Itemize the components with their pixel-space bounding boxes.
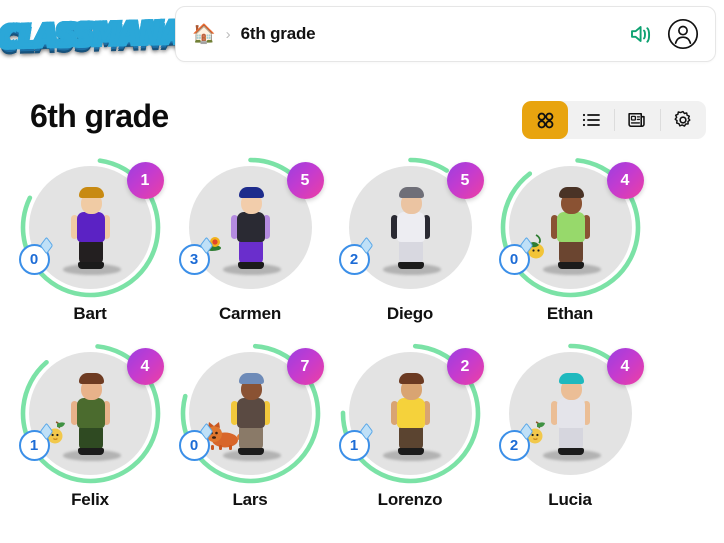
user-avatar-icon[interactable] [667,18,699,50]
progress-ring [500,157,640,298]
student-card[interactable]: 4 0 Ethan [490,157,650,324]
student-card[interactable]: 2 1 Lorenzo [330,343,490,510]
page-header: 6th grade [0,96,724,148]
student-name: Ethan [546,304,594,323]
student-name: Lorenzo [377,490,443,509]
app-logo-text: CLASSMANA CLASSMANA [0,15,183,55]
level-badge: 4 [606,348,644,385]
newspaper-icon [628,112,645,128]
student-card[interactable]: 4 2 Lucia [490,343,650,510]
breadcrumb-bar: 🏠 › 6th grade [175,6,716,62]
student-card[interactable]: 5 2 Diego [330,157,490,324]
level-badge: 4 [126,348,164,385]
avatar [28,166,152,289]
student-name: Diego [386,304,434,323]
tab-list-view[interactable] [568,101,614,139]
progress-ring [20,157,160,298]
progress-ring [20,343,160,484]
progress-ring [180,343,320,484]
level-badge: 5 [446,162,484,199]
gem-count-badge: 1 [338,430,370,461]
student-name: Carmen [218,304,282,323]
student-card[interactable]: 4 1 Felix [10,343,170,510]
breadcrumb-separator: › [225,25,231,43]
avatar [508,352,632,475]
progress-ring [340,157,480,298]
app-logo-outline: CLASSMANA [0,15,183,55]
gem-count-badge: 2 [498,430,530,461]
level-badge: 4 [606,162,644,199]
house-icon[interactable]: 🏠 [192,23,216,45]
speaker-icon[interactable] [629,23,653,45]
app-logo[interactable]: CLASSMANA CLASSMANA [0,0,183,70]
student-name: Lars [232,490,268,509]
tab-reports[interactable] [614,101,660,139]
grid-view-icon [537,112,553,128]
student-card[interactable]: 5 3 Carmen [170,157,330,324]
student-card[interactable]: 1 0 Bart [10,157,170,324]
list-view-icon [582,113,600,127]
progress-ring [180,157,320,298]
gem-count-badge: 0 [18,244,50,275]
student-name: Lucia [548,490,592,509]
student-name: Bart [73,304,107,323]
level-badge: 7 [286,348,324,385]
view-mode-toggle [522,101,706,139]
gem-count-badge: 1 [18,430,50,461]
page-title: 6th grade [30,98,169,134]
level-badge: 5 [286,162,324,199]
progress-ring [500,343,640,484]
level-badge: 1 [126,162,164,199]
progress-ring [340,343,480,484]
student-name: Felix [71,490,109,509]
gear-icon [674,110,691,127]
tab-grid-view[interactable] [522,101,568,139]
avatar [188,166,312,289]
level-badge: 2 [446,348,484,385]
student-grid: 1 0 Bart 5 3 Carmen 5 2 Diego 4 0 Ethan 4 1 Felix 7 0 Lar… [0,157,724,532]
student-card[interactable]: 7 0 Lars [170,343,330,510]
tab-settings[interactable] [660,101,706,139]
breadcrumb-current: 6th grade [240,24,316,43]
